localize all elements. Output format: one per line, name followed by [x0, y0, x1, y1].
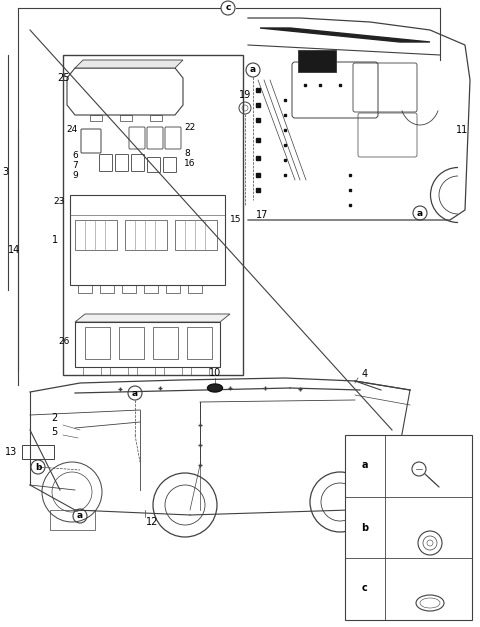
- Bar: [120, 115, 132, 121]
- Polygon shape: [75, 60, 183, 68]
- Text: 13: 13: [5, 447, 17, 457]
- Text: 2: 2: [51, 413, 57, 423]
- Text: b: b: [361, 523, 369, 533]
- Text: a: a: [77, 512, 83, 520]
- Bar: [164, 367, 182, 375]
- Text: a: a: [132, 389, 138, 398]
- Text: b: b: [35, 463, 41, 472]
- Bar: [83, 367, 101, 375]
- Text: 20: 20: [393, 445, 407, 455]
- Bar: [191, 367, 209, 375]
- Bar: [125, 220, 167, 250]
- Bar: [75, 322, 220, 367]
- Text: 10: 10: [209, 368, 221, 378]
- Bar: [78, 285, 92, 293]
- Bar: [70, 195, 225, 285]
- Text: 21: 21: [393, 508, 407, 518]
- Text: a: a: [417, 209, 423, 218]
- Bar: [188, 285, 202, 293]
- Text: 26: 26: [59, 337, 70, 347]
- Text: 18: 18: [393, 570, 407, 580]
- Text: 7: 7: [72, 161, 78, 169]
- Text: 9: 9: [72, 171, 78, 179]
- Text: 15: 15: [230, 216, 241, 224]
- Bar: [298, 50, 336, 72]
- Text: 24: 24: [67, 125, 78, 135]
- Bar: [75, 220, 117, 250]
- Bar: [119, 327, 144, 359]
- Bar: [85, 327, 110, 359]
- Text: c: c: [362, 583, 368, 593]
- Bar: [144, 285, 158, 293]
- Bar: [345, 435, 472, 620]
- Bar: [122, 285, 136, 293]
- Text: 23: 23: [54, 198, 65, 206]
- Text: 12: 12: [146, 517, 158, 527]
- Text: 14: 14: [8, 245, 20, 255]
- Text: 16: 16: [184, 159, 195, 169]
- Bar: [187, 327, 212, 359]
- Bar: [137, 367, 155, 375]
- Text: a: a: [250, 65, 256, 75]
- Text: 25: 25: [58, 73, 70, 83]
- Text: 8: 8: [184, 149, 190, 157]
- Text: 3: 3: [2, 167, 8, 177]
- Text: 17: 17: [256, 210, 268, 220]
- Bar: [153, 327, 178, 359]
- Bar: [90, 115, 102, 121]
- Bar: [175, 220, 217, 250]
- Bar: [50, 510, 95, 530]
- Bar: [150, 115, 162, 121]
- Text: 5: 5: [51, 427, 57, 437]
- Polygon shape: [75, 314, 230, 322]
- Bar: [22, 445, 54, 459]
- Bar: [166, 285, 180, 293]
- Text: 6: 6: [72, 150, 78, 159]
- Text: 1: 1: [52, 235, 58, 245]
- Text: a: a: [362, 460, 368, 470]
- Text: 19: 19: [239, 90, 251, 100]
- Bar: [110, 367, 128, 375]
- Text: 4: 4: [362, 369, 368, 379]
- Polygon shape: [260, 28, 430, 42]
- Text: 11: 11: [456, 125, 468, 135]
- Ellipse shape: [207, 384, 223, 392]
- Text: 22: 22: [184, 124, 195, 132]
- Bar: [63, 55, 243, 375]
- Bar: [100, 285, 114, 293]
- Text: c: c: [225, 4, 231, 13]
